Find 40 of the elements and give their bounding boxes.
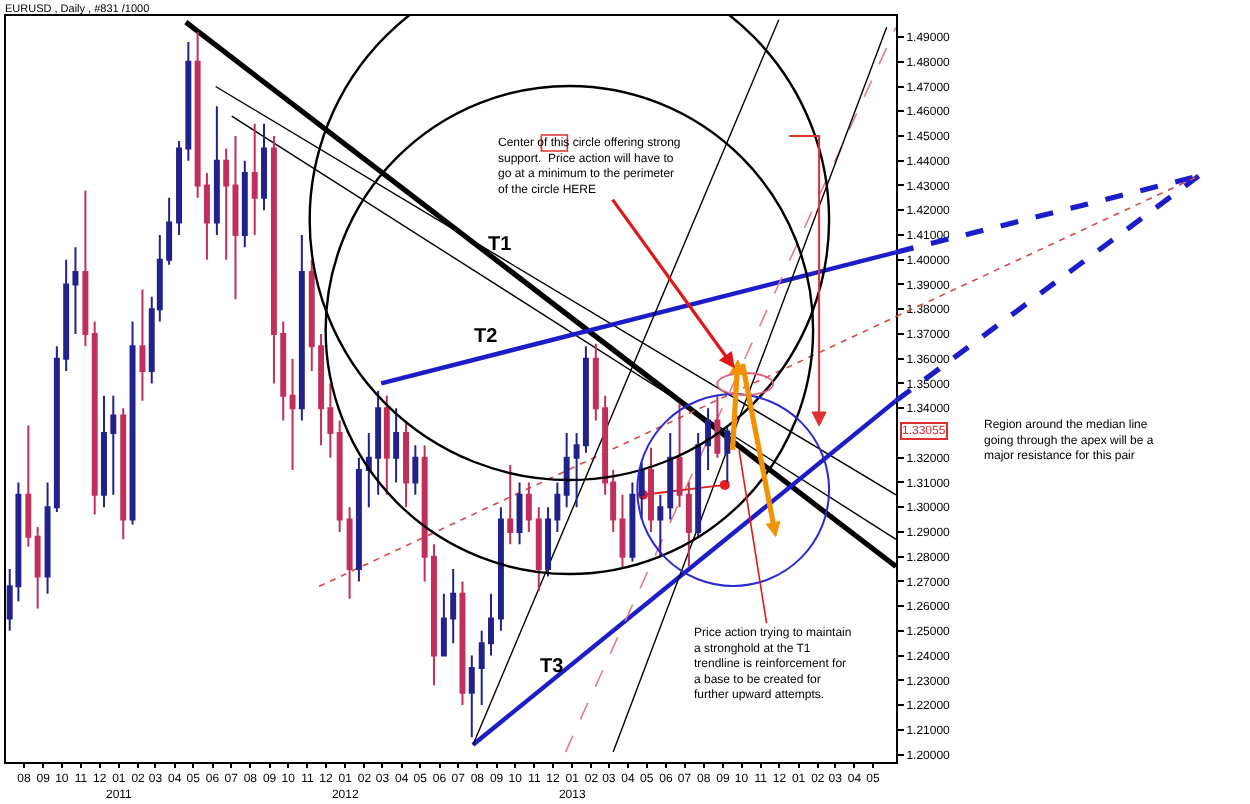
annotation: T3 <box>540 656 565 678</box>
candlestick <box>346 506 353 600</box>
candlestick <box>34 525 41 610</box>
candlestick <box>82 189 89 348</box>
candlestick <box>213 105 220 236</box>
candlestick <box>120 407 127 541</box>
candlestick <box>336 419 343 533</box>
candlestick <box>714 394 721 459</box>
candlestick <box>657 493 664 558</box>
candlestick <box>629 481 636 563</box>
candlestick <box>393 407 400 484</box>
candlestick <box>298 233 305 422</box>
candlestick <box>232 135 239 301</box>
candlestick <box>251 122 258 236</box>
candlestick <box>241 159 248 249</box>
candlestick <box>507 464 514 546</box>
candlestick <box>563 431 570 509</box>
candlestick <box>619 493 626 570</box>
candlestick <box>667 431 674 521</box>
annotation: T1 <box>488 234 513 256</box>
candlestick <box>355 456 362 583</box>
candlestick <box>129 320 136 526</box>
candlestick <box>412 444 419 496</box>
candlestick <box>695 431 702 538</box>
candlestick <box>223 147 230 261</box>
candlestick <box>535 506 542 593</box>
candlestick <box>139 288 146 402</box>
candlestick <box>468 654 475 739</box>
candlestick <box>261 122 267 212</box>
candlestick <box>403 419 410 509</box>
candlestick <box>516 481 523 546</box>
candlestick <box>91 320 98 516</box>
candlestick <box>25 424 32 548</box>
candlestick <box>525 481 532 533</box>
candlestick <box>705 407 712 472</box>
candlestick <box>289 357 296 472</box>
candlestick <box>648 446 654 533</box>
candlestick <box>383 394 390 496</box>
annotation: T2 <box>474 326 499 348</box>
candlestick <box>497 506 504 632</box>
